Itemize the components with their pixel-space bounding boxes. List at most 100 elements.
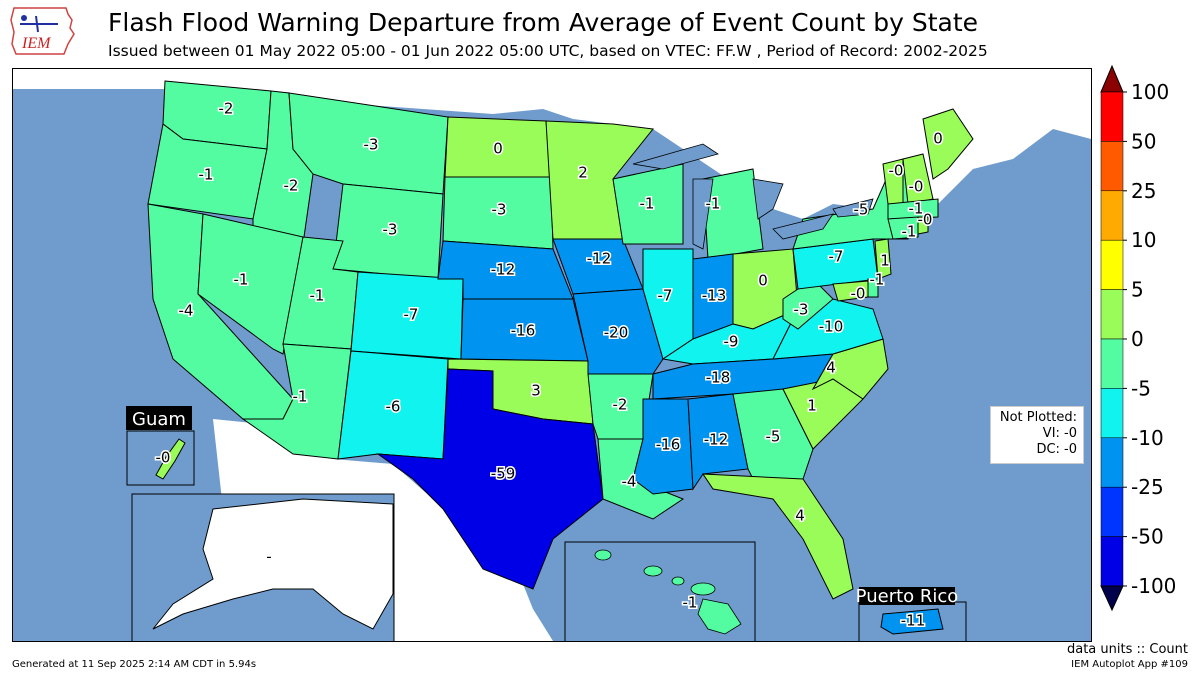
state-wi [612, 163, 684, 245]
map-panel: - -1 -0 Guam -11 [12, 68, 1092, 642]
label-vt: -0 [889, 162, 904, 180]
map-title: Flash Flood Warning Departure from Avera… [108, 8, 979, 37]
colorbar-bin [1100, 437, 1124, 488]
label-nc: 4 [826, 359, 836, 377]
label-az: -1 [293, 388, 308, 406]
label-ms: -16 [656, 436, 681, 454]
label-wy: -3 [383, 221, 398, 239]
colorbar-bin [1100, 141, 1124, 192]
label-id: -2 [284, 177, 299, 195]
state-nv [197, 213, 304, 355]
state-me [922, 108, 974, 180]
guam-inset-title: Guam [132, 409, 186, 430]
state-gu [155, 438, 186, 480]
us-map: - -1 -0 Guam -11 [13, 69, 1091, 641]
state-ak [152, 498, 394, 630]
not-plotted-vi: VI: -0 [1042, 426, 1077, 441]
puerto-rico-inset: -11 Puerto Rico [856, 586, 967, 641]
label-va: -10 [819, 318, 844, 336]
label-ar: -2 [613, 396, 628, 414]
colorbar-tick-label: -50 [1131, 525, 1164, 549]
colorbar-tick-label: 0 [1131, 327, 1144, 351]
label-il: -7 [658, 287, 673, 305]
colorbar-bin [1100, 239, 1124, 290]
not-plotted-box: Not Plotted: VI: -0 DC: -0 [990, 406, 1084, 464]
label-fl: 4 [795, 507, 805, 525]
label-mn: 2 [578, 164, 588, 182]
state-nj [874, 238, 892, 280]
label-ca: -4 [179, 302, 194, 320]
map-subtitle: Issued between 01 May 2022 05:00 - 01 Ju… [108, 42, 988, 60]
state-ri [917, 216, 929, 235]
label-wi: -1 [640, 195, 655, 213]
colorbar-tick-label: 50 [1131, 129, 1156, 153]
colorbar-tick-label: -5 [1131, 376, 1151, 400]
data-units-label: data units :: Count [1066, 642, 1188, 657]
not-plotted-dc: DC: -0 [1036, 442, 1077, 457]
label-la: -4 [622, 473, 637, 491]
colorbar-tick-label: 10 [1131, 228, 1156, 252]
colorbar-tick-label: 100 [1131, 80, 1169, 104]
conus [147, 80, 974, 600]
not-plotted-title: Not Plotted: [999, 410, 1077, 425]
label-tn: -18 [706, 369, 731, 387]
state-tx [376, 368, 604, 590]
label-mo: -20 [604, 324, 629, 342]
label-nj: 1 [880, 252, 890, 270]
label-hi: -1 [683, 594, 698, 612]
state-fl [702, 473, 854, 600]
label-ga: -5 [766, 428, 781, 446]
colorbar-tick-label: -10 [1131, 426, 1164, 450]
label-ri: -0 [918, 211, 933, 229]
iem-logo: IEM [8, 4, 80, 58]
label-pr: -11 [901, 612, 926, 630]
label-ma: -1 [909, 200, 924, 218]
label-ky: -9 [724, 333, 739, 351]
label-wv: -3 [794, 301, 809, 319]
hawaii-inset: -1 [564, 541, 756, 641]
label-ct: -1 [902, 223, 917, 241]
colorbar-bin [1100, 388, 1124, 439]
label-in: -13 [702, 287, 727, 305]
label-al: -12 [704, 431, 729, 449]
colorbar-bin [1100, 289, 1124, 340]
label-wa: -2 [219, 100, 234, 118]
label-ak: - [266, 548, 271, 566]
label-pa: -7 [829, 248, 844, 266]
label-sc: 1 [807, 397, 817, 415]
label-or: -1 [199, 166, 214, 184]
label-nm: -6 [386, 398, 401, 416]
state-ct [887, 216, 919, 240]
colorbar-bin [1100, 338, 1124, 389]
label-tx: -59 [491, 465, 516, 483]
label-nh: -0 [909, 178, 924, 196]
colorbar-bin [1100, 536, 1124, 587]
label-md: -0 [851, 285, 866, 303]
label-de: -1 [870, 271, 885, 289]
label-co: -7 [404, 306, 419, 324]
label-ia: -12 [587, 250, 612, 268]
label-ne: -12 [491, 261, 516, 279]
alaska-inset: - [131, 493, 395, 641]
label-ny: -5 [854, 201, 869, 219]
state-hi [594, 549, 742, 635]
label-ks: -16 [511, 322, 536, 340]
colorbar-bin [1100, 486, 1124, 537]
guam-inset: -0 Guam [126, 406, 195, 486]
colorbar-tick-label: 5 [1131, 278, 1144, 302]
state-pr [880, 608, 944, 635]
state-mi [702, 168, 764, 260]
app-identifier: IEM Autoplot App #109 [1071, 659, 1188, 670]
colorbar-bin [1100, 64, 1124, 93]
colorbar-bin [1100, 585, 1124, 612]
label-nv: -1 [234, 271, 249, 289]
colorbar: 100 50 25 10 5 0 -5 -10 -25 -50 -100 [1097, 64, 1197, 614]
colorbar-tick-label: 25 [1131, 179, 1156, 203]
canada-land [13, 69, 1091, 229]
colorbar-bin [1100, 91, 1124, 142]
colorbar-bins [1100, 64, 1124, 612]
label-nd: 0 [493, 140, 503, 158]
state-al [687, 393, 749, 491]
label-gu: -0 [156, 449, 171, 467]
